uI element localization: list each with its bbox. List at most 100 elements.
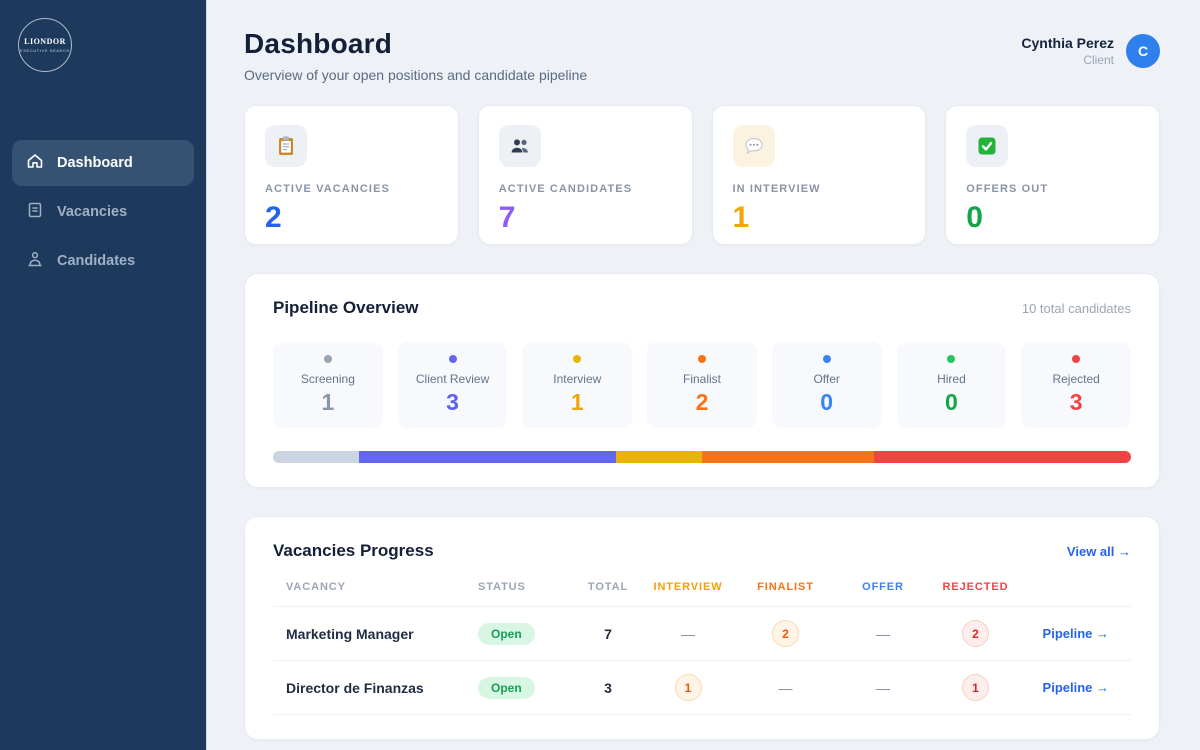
page-header: Dashboard Overview of your open position…: [244, 28, 1160, 83]
stat-value: 1: [732, 201, 750, 234]
total-candidates-label: 10 total candidates: [1021, 300, 1131, 316]
bar-segment-client-review: [358, 451, 617, 463]
brand-name: LIONDOR: [24, 37, 66, 46]
stage-screening: Screening 1: [273, 342, 383, 428]
stat-value: 0: [966, 201, 983, 234]
stage-count: 3: [446, 389, 459, 415]
user-menu[interactable]: Cynthia Perez Client C: [1021, 34, 1160, 68]
stage-count: 1: [570, 389, 584, 415]
total-value: 3: [604, 679, 612, 696]
stage-dot: [822, 355, 831, 363]
stage-count: 2: [695, 389, 709, 415]
stage-label: Hired: [937, 372, 966, 386]
status-badge: Open: [478, 676, 535, 699]
stage-label: Finalist: [682, 372, 721, 386]
col-offer: OFFER: [862, 581, 904, 593]
stage-dot: [947, 355, 956, 363]
interview-count-badge: 1: [674, 674, 702, 701]
stat-card-in-interview: IN INTERVIEW 1: [711, 105, 927, 245]
home-icon: [26, 152, 44, 174]
stage-label: Interview: [553, 372, 602, 386]
people-icon: [26, 250, 44, 272]
stage-client-review: Client Review 3: [397, 342, 508, 428]
sidebar: LIONDOR EXECUTIVE SEARCH Dashboard Vacan…: [0, 0, 207, 750]
pipeline-progress-bar: [273, 451, 1131, 463]
user-role: Client: [1083, 53, 1114, 67]
page-subtitle: Overview of your open positions and cand…: [244, 67, 588, 83]
stage-dot: [1072, 355, 1081, 363]
sidebar-nav: Dashboard Vacancies Candidates: [12, 140, 194, 284]
col-finalist: FINALIST: [757, 581, 814, 593]
bar-segment-finalist: [701, 451, 874, 463]
page-header-text: Dashboard Overview of your open position…: [244, 28, 587, 83]
stage-label: Client Review: [415, 372, 490, 386]
finalist-count-badge: 2: [772, 620, 799, 647]
stage-rejected: Rejected 3: [1021, 342, 1131, 428]
brand-logo: LIONDOR EXECUTIVE SEARCH: [18, 18, 72, 72]
pipeline-link[interactable]: Pipeline →: [1042, 679, 1109, 695]
stage-dot: [323, 355, 332, 363]
user-meta: Cynthia Perez Client: [1021, 35, 1114, 67]
bar-segment-screening: [273, 451, 359, 463]
col-vacancy: VACANCY: [286, 581, 346, 593]
bar-segment-interview: [616, 451, 702, 463]
stage-interview: Interview 1: [522, 342, 633, 428]
stage-finalist: Finalist 2: [647, 342, 757, 428]
col-total: TOTAL: [587, 581, 629, 593]
stage-dot: [697, 355, 706, 363]
rejected-count-badge: 1: [962, 674, 989, 701]
table-row: Director de Finanzas Open 3 1 — — 1 Pipe…: [273, 661, 1131, 715]
vacancy-name: Director de Finanzas: [286, 679, 424, 696]
sidebar-item-label: Dashboard: [57, 155, 133, 171]
bar-segment-rejected: [873, 451, 1131, 463]
stat-label: ACTIVE VACANCIES: [265, 183, 390, 195]
interview-value: —: [681, 625, 695, 642]
pipeline-overview-header: Pipeline Overview 10 total candidates: [273, 298, 1131, 318]
stat-card-active-vacancies: ACTIVE VACANCIES 2: [244, 105, 459, 245]
status-badge: Open: [478, 622, 535, 645]
people-pair-icon: [498, 125, 541, 167]
stage-offer: Offer 0: [771, 342, 882, 428]
col-interview: INTERVIEW: [653, 581, 723, 593]
stat-value: 7: [498, 201, 516, 234]
total-value: 7: [604, 625, 612, 642]
stage-count: 1: [321, 389, 335, 415]
sidebar-item-candidates[interactable]: Candidates: [12, 238, 194, 284]
table-header-row: VACANCY STATUS TOTAL INTERVIEW FINALIST …: [273, 581, 1131, 607]
offer-value: —: [876, 625, 890, 642]
stat-label: OFFERS OUT: [966, 183, 1049, 195]
stage-dot: [573, 355, 582, 363]
finalist-value: —: [778, 679, 793, 696]
view-all-link[interactable]: View all →: [1066, 543, 1131, 559]
stat-label: IN INTERVIEW: [732, 183, 821, 195]
check-square-icon: [966, 125, 1009, 167]
stage-label: Screening: [300, 372, 355, 386]
stage-dot: [448, 355, 457, 363]
page-title: Dashboard: [244, 28, 393, 59]
avatar[interactable]: C: [1126, 34, 1160, 68]
pipeline-link[interactable]: Pipeline →: [1042, 625, 1109, 641]
vacancies-progress-title: Vacancies Progress: [273, 541, 434, 560]
main-content: Dashboard Overview of your open position…: [207, 0, 1200, 750]
stage-count: 0: [945, 389, 958, 415]
stage-label: Rejected: [1052, 372, 1100, 386]
stage-label: Offer: [813, 372, 840, 386]
sidebar-item-dashboard[interactable]: Dashboard: [12, 140, 194, 186]
stat-card-offers-out: OFFERS OUT 0: [945, 105, 1160, 245]
stat-card-active-candidates: ACTIVE CANDIDATES 7: [477, 105, 693, 245]
pipeline-overview-card: Pipeline Overview 10 total candidates Sc…: [244, 273, 1160, 488]
pipeline-stages: Screening 1 Client Review 3 Interview 1 …: [273, 342, 1131, 428]
stage-count: 3: [1069, 389, 1083, 415]
sidebar-item-vacancies[interactable]: Vacancies: [12, 189, 194, 235]
stat-value: 2: [265, 201, 282, 234]
sidebar-item-label: Candidates: [57, 253, 136, 269]
vacancies-progress-card: Vacancies Progress View all → VACANCY ST…: [244, 516, 1160, 740]
brand-tagline: EXECUTIVE SEARCH: [19, 48, 71, 53]
document-icon: [26, 201, 44, 223]
col-status: STATUS: [478, 581, 526, 593]
vacancies-progress-header: Vacancies Progress View all →: [273, 541, 1131, 561]
stats-row: ACTIVE VACANCIES 2 ACTIVE CANDIDATES 7 I…: [244, 105, 1160, 245]
offer-value: —: [876, 679, 890, 696]
pipeline-overview-title: Pipeline Overview: [273, 298, 419, 317]
vacancy-name: Marketing Manager: [286, 625, 414, 642]
